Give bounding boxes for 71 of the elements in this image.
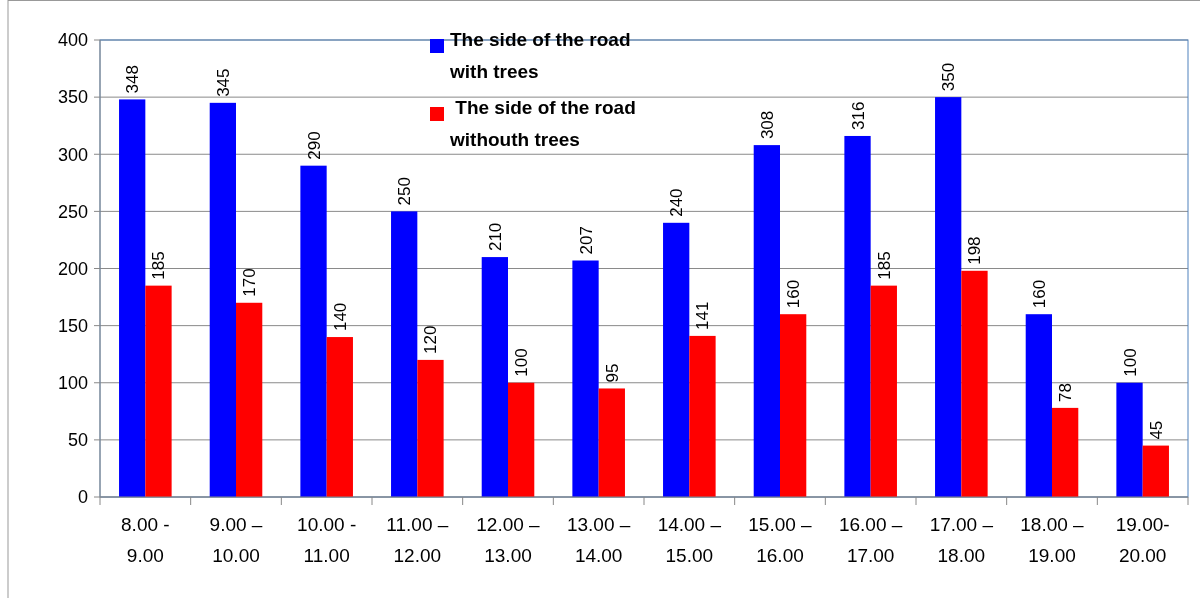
y-tick-label: 400 bbox=[57, 30, 88, 51]
data-label: 316 bbox=[848, 101, 868, 130]
y-tick-label: 250 bbox=[57, 201, 88, 222]
x-tick-label: 14.00 – 15.00 bbox=[657, 514, 722, 566]
data-label: 95 bbox=[602, 363, 622, 383]
data-label: 210 bbox=[485, 222, 505, 252]
x-tick-label: 15.00 – 16.00 bbox=[748, 514, 813, 566]
data-label: 198 bbox=[965, 236, 985, 265]
data-label: 185 bbox=[149, 251, 169, 280]
bar bbox=[236, 302, 263, 497]
bar bbox=[961, 270, 988, 497]
x-tick-label: 16.00 – 17.00 bbox=[838, 514, 903, 566]
x-tick-label: 17.00 – 18.00 bbox=[929, 514, 994, 566]
y-tick-label: 200 bbox=[57, 258, 88, 279]
data-label: 140 bbox=[330, 302, 350, 332]
data-label: 100 bbox=[1120, 348, 1140, 377]
bar bbox=[1116, 382, 1143, 497]
bar bbox=[1025, 314, 1052, 497]
data-label: 348 bbox=[123, 65, 143, 94]
data-label: 350 bbox=[939, 62, 959, 92]
data-label: 290 bbox=[304, 131, 324, 160]
bar bbox=[508, 382, 535, 497]
bar bbox=[300, 165, 327, 497]
bar bbox=[663, 222, 690, 497]
x-tick-label: 11.00 – 12.00 bbox=[386, 514, 449, 566]
bar bbox=[1142, 445, 1169, 497]
legend-label: The side of the road with trees bbox=[449, 29, 631, 82]
bar bbox=[689, 335, 716, 497]
y-tick-label: 350 bbox=[57, 87, 88, 108]
x-tick-label: 13.00 – 14.00 bbox=[566, 514, 631, 566]
bar bbox=[572, 260, 599, 497]
data-label: 120 bbox=[421, 325, 441, 354]
x-tick-label: 9.00 – 10.00 bbox=[209, 514, 263, 566]
data-label: 160 bbox=[1029, 279, 1049, 309]
bar bbox=[753, 145, 780, 497]
bar bbox=[209, 102, 236, 497]
data-label: 45 bbox=[1146, 420, 1166, 440]
bar bbox=[119, 99, 146, 497]
y-tick-label: 300 bbox=[57, 144, 88, 165]
y-tick-label: 0 bbox=[77, 487, 88, 508]
data-label: 170 bbox=[240, 268, 260, 297]
x-tick-label: 18.00 – 19.00 bbox=[1020, 514, 1085, 566]
data-label: 141 bbox=[693, 301, 713, 330]
x-tick-label: 8.00 - 9.00 bbox=[121, 514, 170, 566]
data-label: 345 bbox=[213, 68, 233, 97]
data-label: 250 bbox=[395, 177, 415, 206]
bar bbox=[1052, 407, 1079, 497]
bar bbox=[780, 314, 807, 497]
data-label: 207 bbox=[576, 226, 596, 255]
legend-label: The side of the road withouth trees bbox=[449, 97, 636, 150]
bar bbox=[391, 211, 418, 497]
data-label: 100 bbox=[512, 348, 532, 377]
y-tick-label: 50 bbox=[67, 430, 88, 451]
y-tick-label: 150 bbox=[57, 315, 88, 336]
bar bbox=[598, 388, 625, 497]
data-label: 160 bbox=[784, 279, 804, 309]
data-label: 240 bbox=[667, 188, 687, 217]
x-tick-label: 19.00- 20.00 bbox=[1115, 514, 1170, 566]
bar bbox=[326, 337, 353, 497]
y-tick-label: 100 bbox=[57, 373, 88, 394]
x-tick-label: 10.00 - 11.00 bbox=[297, 514, 357, 566]
data-label: 185 bbox=[874, 251, 894, 280]
bar bbox=[417, 359, 444, 497]
bar bbox=[145, 285, 172, 497]
bar bbox=[481, 257, 508, 497]
bar bbox=[870, 285, 897, 497]
data-label: 78 bbox=[1056, 382, 1076, 402]
data-label: 308 bbox=[757, 110, 777, 140]
x-tick-label: 12.00 – 13.00 bbox=[476, 514, 541, 566]
bar bbox=[935, 97, 962, 497]
bar bbox=[844, 135, 871, 497]
